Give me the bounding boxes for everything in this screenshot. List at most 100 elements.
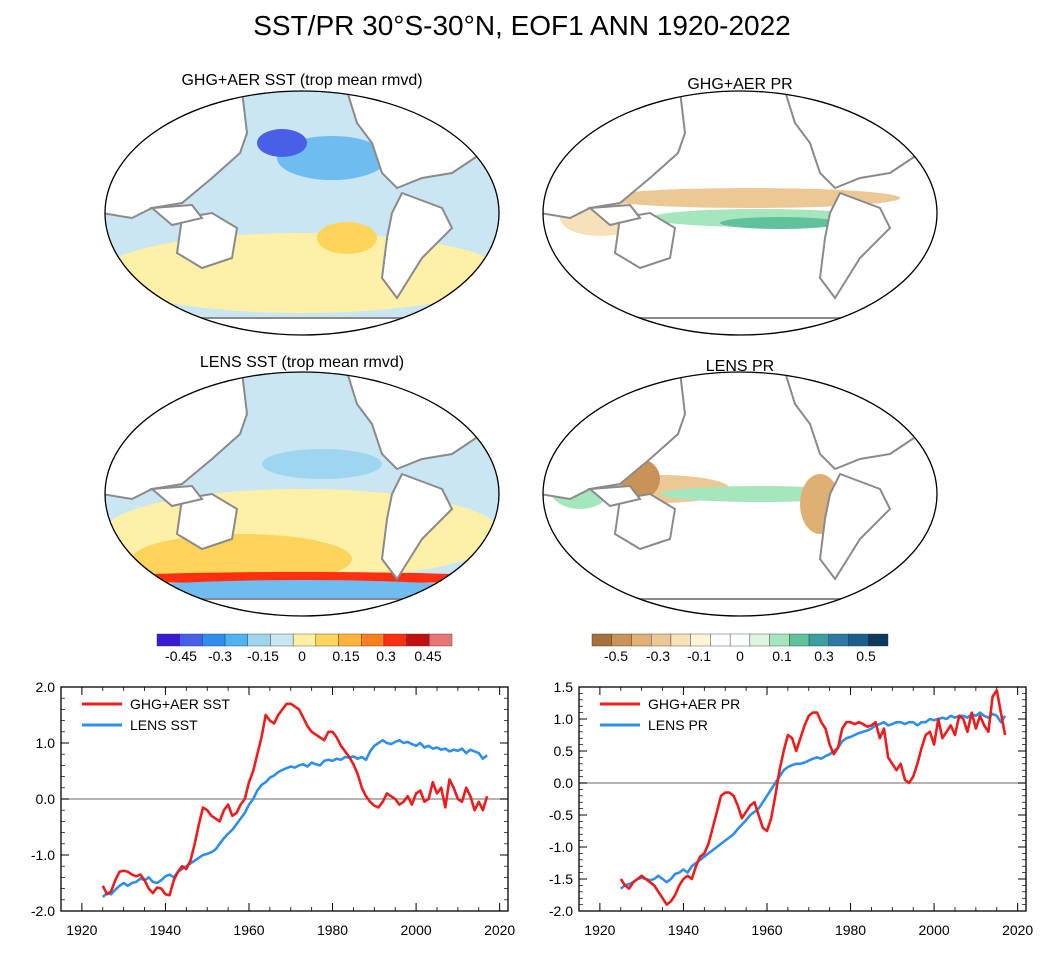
- land-austr: [613, 492, 677, 551]
- colorbar-swatch: [710, 633, 731, 647]
- x-tick-label: 2020: [1002, 922, 1033, 938]
- map-title-pr-ghg: GHG+AER PR: [687, 76, 792, 93]
- map-lens-pr: [543, 372, 937, 616]
- pr-dry-band: [600, 188, 900, 208]
- colorbar-pr: [591, 633, 889, 647]
- x-tick-label: 2020: [484, 922, 515, 938]
- legend-label-ghg-aer-sst: GHG+AER SST: [130, 696, 230, 712]
- figure-title: SST/PR 30°S-30°N, EOF1 ANN 1920-2022: [253, 10, 791, 41]
- x-tick-label: 1920: [584, 922, 615, 938]
- land-indo: [587, 203, 642, 227]
- colorbar-swatch: [429, 633, 453, 647]
- colorbar-pr-label: -0.1: [687, 648, 711, 664]
- y-tick-label: -2.0: [549, 903, 573, 919]
- colorbar-swatch: [690, 633, 711, 647]
- legend-label-lens-sst: LENS SST: [130, 717, 198, 733]
- colorbar-sst-label: -0.45: [165, 648, 197, 664]
- colorbar-pr-label: 0.5: [856, 648, 876, 664]
- pr-wet-core: [720, 217, 840, 229]
- colorbar-pr-label: 0.3: [814, 648, 834, 664]
- colorbar-sst-label: -0.15: [247, 648, 279, 664]
- plot-frame: [578, 686, 1027, 912]
- series-line-lens-pr: [620, 711, 1007, 890]
- legend-label-ghg-aer-pr: GHG+AER PR: [648, 696, 740, 712]
- map-title-sst-lens: LENS SST (trop mean rmvd): [200, 354, 404, 371]
- colorbar-sst-label: -0.3: [208, 648, 232, 664]
- x-tick-label: 1940: [150, 922, 181, 938]
- y-tick-label: -1.5: [549, 871, 573, 887]
- land-samer: [818, 472, 892, 581]
- sst-strong-negative: [257, 129, 307, 157]
- x-tick-label: 1940: [668, 922, 699, 938]
- y-tick-label: 0.5: [554, 743, 574, 759]
- map-lens-pr-border: [542, 371, 938, 617]
- timeseries-sst: 1920 1940 1960 1980 2000 2020 2.0 1.0 0.0 -1.0 -2.…: [31, 679, 516, 938]
- y-tick-label: -1.0: [31, 847, 55, 863]
- x-tick-label: 1920: [66, 922, 97, 938]
- colorbar-swatch: [749, 633, 770, 647]
- map-ghg-aer-pr: [543, 91, 937, 335]
- map-lens-sst-border: [104, 371, 500, 617]
- colorbar-swatch: [202, 633, 226, 647]
- x-tick-label: 1980: [835, 922, 866, 938]
- sst-southern-warm: [132, 534, 352, 584]
- colorbar-swatch: [611, 633, 632, 647]
- colorbar-sst-label: 0.45: [414, 648, 441, 664]
- y-tick-label: 2.0: [36, 679, 56, 695]
- colorbar-swatch: [406, 633, 430, 647]
- colorbar-swatch: [651, 633, 672, 647]
- land-indo: [587, 484, 642, 508]
- land-antarc: [105, 598, 499, 616]
- land-austr: [175, 492, 239, 551]
- colorbar-swatch: [828, 633, 849, 647]
- colorbar-pr-label: 0: [736, 648, 744, 664]
- colorbar-swatch: [292, 633, 317, 647]
- series-line-ghg-aer-pr: [619, 688, 1007, 906]
- x-tick-label: 2000: [919, 922, 950, 938]
- colorbar-pr-label: 0.1: [772, 648, 792, 664]
- colorbar-swatch: [224, 633, 248, 647]
- sst-positive-core: [317, 222, 377, 254]
- colorbar-swatch: [769, 633, 790, 647]
- colorbar-swatch: [848, 633, 869, 647]
- y-tick-label: -2.0: [31, 903, 55, 919]
- colorbar-sst-label: 0.15: [332, 648, 359, 664]
- y-tick-label: 0.0: [554, 775, 574, 791]
- colorbar-pr-label: -0.5: [604, 648, 628, 664]
- land-austr: [613, 211, 677, 270]
- land-indo: [149, 203, 204, 227]
- x-tick-label: 1960: [233, 922, 264, 938]
- colorbar-swatch: [729, 633, 751, 647]
- colorbar-swatch: [670, 633, 691, 647]
- land-antarc: [543, 317, 937, 335]
- colorbar-swatch: [868, 633, 889, 647]
- y-tick-label: -1.0: [549, 839, 573, 855]
- land-samer: [818, 191, 892, 300]
- x-tick-label: 1980: [317, 922, 348, 938]
- map-ghg-aer-pr-border: [542, 90, 938, 336]
- map-ghg-aer-sst-border: [104, 90, 500, 336]
- colorbar-swatch: [789, 633, 810, 647]
- colorbar-swatch: [270, 633, 294, 647]
- colorbar-swatch: [338, 633, 362, 647]
- y-tick-label: 1.0: [36, 735, 56, 751]
- colorbar-sst-label: 0.3: [376, 648, 396, 664]
- land-antarc: [105, 317, 499, 335]
- colorbar-swatch: [315, 633, 339, 647]
- colorbar-swatch: [631, 633, 652, 647]
- sst-positive-band: [105, 233, 499, 313]
- colorbar-swatch: [591, 633, 612, 647]
- legend-sst: GHG+AER SST LENS SST: [82, 696, 230, 733]
- land-samer: [380, 191, 454, 300]
- legend-pr: GHG+AER PR LENS PR: [600, 696, 740, 733]
- y-tick-label: 0.0: [36, 791, 56, 807]
- series-line-lens-sst: [101, 738, 488, 898]
- y-tick-label: 1.0: [554, 711, 574, 727]
- map-title-pr-lens: LENS PR: [706, 358, 774, 375]
- land-samer: [380, 472, 454, 581]
- map-title-sst-ghg: GHG+AER SST (trop mean rmvd): [181, 72, 422, 89]
- legend-label-lens-pr: LENS PR: [648, 717, 708, 733]
- sst-cool-tongue: [262, 449, 382, 479]
- colorbar-sst-label: 0: [298, 648, 306, 664]
